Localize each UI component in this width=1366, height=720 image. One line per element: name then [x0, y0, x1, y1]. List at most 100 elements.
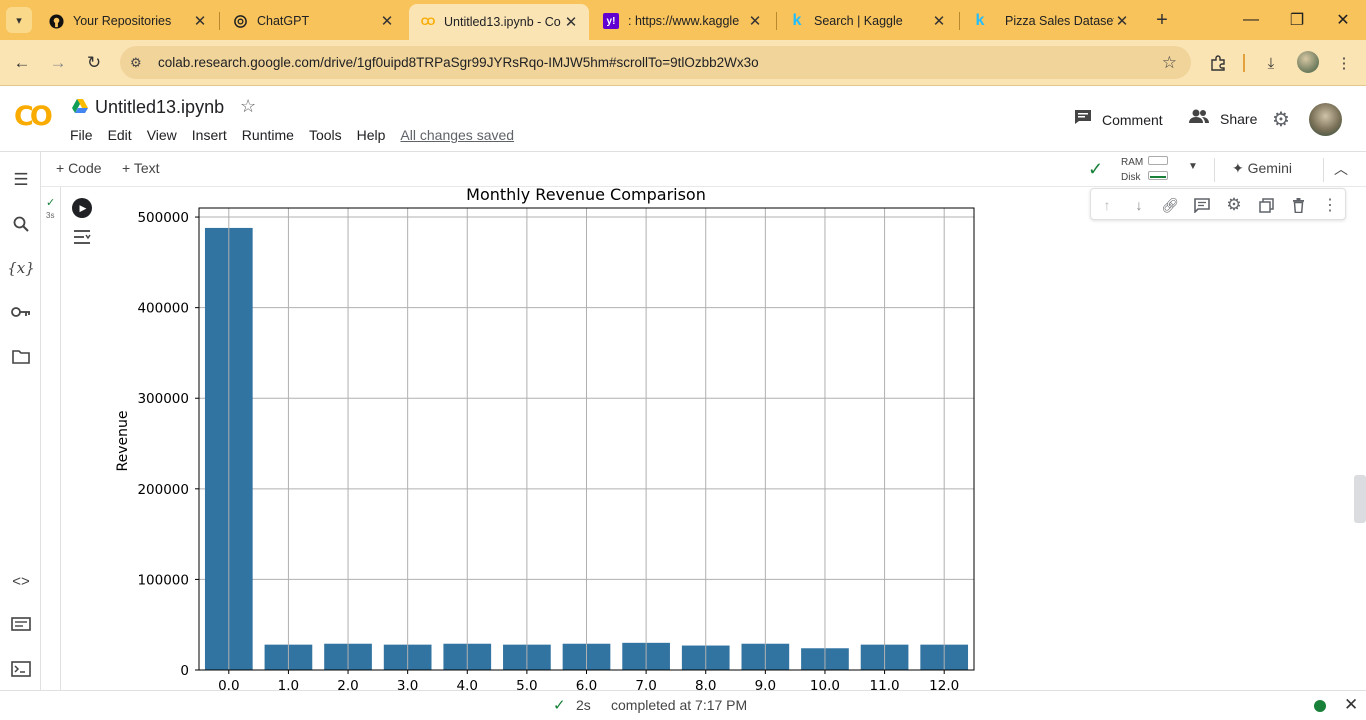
- search-icon[interactable]: [8, 211, 34, 237]
- y-tick-label: 100000: [137, 572, 189, 588]
- close-icon[interactable]: ✕: [564, 14, 578, 31]
- google-drive-icon[interactable]: [72, 99, 88, 113]
- close-icon[interactable]: ✕: [748, 13, 762, 30]
- colab-header: CO Untitled13.ipynb ☆ File Edit View Ins…: [0, 87, 1366, 152]
- code-snippets-icon[interactable]: <>: [12, 572, 30, 590]
- add-text-cell-button[interactable]: + Text: [122, 160, 160, 176]
- ram-usage-bar: [1148, 156, 1168, 165]
- tab-separator: [776, 12, 777, 30]
- status-check-icon: ✓: [553, 697, 566, 714]
- runtime-dropdown-icon[interactable]: ▼: [1188, 161, 1198, 172]
- variables-icon[interactable]: {x}: [7, 259, 35, 277]
- x-tick-label: 5.0: [516, 678, 537, 693]
- close-status-icon[interactable]: ✕: [1344, 695, 1359, 714]
- notebook-title[interactable]: Untitled13.ipynb: [95, 97, 225, 117]
- ram-label: RAM: [1121, 157, 1144, 168]
- secrets-key-icon[interactable]: [8, 299, 34, 325]
- downloads-icon[interactable]: ⤓: [1267, 54, 1275, 72]
- delete-cell-icon[interactable]: [1287, 194, 1309, 216]
- cell-gutter: [41, 187, 61, 690]
- files-folder-icon[interactable]: [8, 343, 34, 369]
- browser-tab-colab[interactable]: CO Untitled13.ipynb - Co ✕: [409, 4, 589, 40]
- user-avatar[interactable]: [1309, 103, 1342, 136]
- close-icon[interactable]: ✕: [193, 13, 207, 30]
- gemini-label: Gemini: [1247, 160, 1292, 176]
- comment-icon: [1074, 109, 1092, 130]
- close-icon[interactable]: ✕: [1115, 13, 1129, 30]
- save-status-link[interactable]: All changes saved: [400, 127, 515, 143]
- kaggle-icon: k: [792, 12, 802, 29]
- y-axis-label: Revenue: [115, 411, 131, 472]
- y-tick-label: 0: [180, 663, 189, 679]
- close-icon[interactable]: ✕: [932, 13, 946, 30]
- execution-time: 3s: [46, 211, 55, 220]
- menu-tools[interactable]: Tools: [308, 127, 342, 143]
- window-close-button[interactable]: ✕: [1336, 12, 1350, 29]
- menu-view[interactable]: View: [146, 127, 177, 143]
- mirror-cell-icon[interactable]: [1255, 194, 1277, 216]
- terminal-icon[interactable]: [8, 656, 34, 682]
- browser-tab-kaggle-search[interactable]: k Search | Kaggle ✕: [779, 6, 957, 36]
- minimize-button[interactable]: —: [1243, 11, 1259, 28]
- tab-search-button[interactable]: ▾: [6, 7, 32, 33]
- status-message[interactable]: completed at 7:17 PM: [611, 697, 748, 713]
- browser-menu-icon[interactable]: ⋮: [1336, 55, 1352, 72]
- menu-insert[interactable]: Insert: [191, 127, 227, 143]
- x-tick-label: 9.0: [755, 678, 776, 693]
- y-tick-label: 500000: [137, 210, 189, 226]
- move-cell-down-icon[interactable]: ↓: [1135, 197, 1143, 213]
- settings-gear-icon[interactable]: ⚙: [1272, 109, 1290, 131]
- restore-button[interactable]: ❐: [1289, 12, 1305, 29]
- run-cell-button[interactable]: ▶: [72, 198, 92, 218]
- gemini-button[interactable]: ✦ Gemini: [1232, 160, 1292, 177]
- page-scrollbar-thumb[interactable]: [1354, 475, 1366, 523]
- table-of-contents-icon[interactable]: ☰: [13, 170, 29, 189]
- browser-profile-avatar[interactable]: [1297, 51, 1319, 73]
- menu-file[interactable]: File: [70, 127, 93, 143]
- left-sidebar: ☰ {x} <>: [0, 152, 41, 692]
- runtime-status-indicator[interactable]: [1314, 700, 1326, 712]
- tab-separator: [219, 12, 220, 30]
- extensions-icon[interactable]: [1205, 50, 1231, 76]
- browser-tab-yahoo[interactable]: y! : https://www.kaggle ✕: [593, 6, 773, 36]
- share-button[interactable]: Share: [1188, 109, 1257, 128]
- bookmark-star-icon[interactable]: ☆: [1161, 53, 1177, 72]
- back-button[interactable]: ←: [13, 53, 31, 72]
- menu-edit[interactable]: Edit: [107, 127, 132, 143]
- tab-title: Search | Kaggle: [814, 14, 903, 28]
- more-options-icon[interactable]: ⋮: [1322, 197, 1338, 214]
- add-comment-icon[interactable]: [1191, 194, 1213, 216]
- x-tick-label: 11.0: [870, 678, 900, 693]
- command-palette-icon[interactable]: [8, 611, 34, 637]
- reload-button[interactable]: ↻: [86, 53, 102, 72]
- browser-tab-github[interactable]: Your Repositories ✕: [38, 6, 218, 36]
- menu-help[interactable]: Help: [356, 127, 386, 143]
- browser-tab-strip: ▾ Your Repositories ✕ ChatGPT ✕ CO Untit…: [0, 0, 1366, 40]
- toolbar-divider: [1243, 54, 1245, 72]
- move-cell-up-icon[interactable]: ↑: [1103, 197, 1111, 213]
- browser-tab-pizza-dataset[interactable]: k Pizza Sales Dataset ✕: [962, 6, 1140, 36]
- gemini-sparkle-icon: ✦: [1232, 160, 1244, 176]
- star-notebook-icon[interactable]: ☆: [240, 96, 257, 116]
- new-tab-button[interactable]: +: [1156, 8, 1168, 31]
- collapse-header-icon[interactable]: ︿: [1334, 161, 1348, 177]
- cell-settings-gear-icon[interactable]: ⚙: [1226, 195, 1242, 214]
- x-tick-label: 8.0: [695, 678, 716, 693]
- connected-check-icon: ✓: [1088, 159, 1104, 179]
- menu-runtime[interactable]: Runtime: [241, 127, 294, 143]
- output-actions-icon[interactable]: [72, 228, 92, 251]
- browser-tab-chatgpt[interactable]: ChatGPT ✕: [222, 6, 405, 36]
- resource-labels[interactable]: RAM Disk: [1121, 155, 1143, 185]
- colab-logo[interactable]: CO: [14, 101, 53, 132]
- add-code-cell-button[interactable]: + Code: [56, 160, 102, 176]
- y-tick-label: 400000: [137, 301, 189, 317]
- close-icon[interactable]: ✕: [380, 13, 394, 30]
- notebook-toolbar: + Code + Text ✓ RAM Disk ▼ ✦ Gemini ︿: [40, 152, 1366, 187]
- link-to-cell-icon[interactable]: 🔗︎: [1161, 196, 1179, 213]
- address-bar[interactable]: ⚙ colab.research.google.com/drive/1gf0ui…: [120, 46, 1191, 79]
- monthly-revenue-chart: Monthly Revenue Comparison Revenue 0 1000…: [115, 185, 975, 693]
- site-settings-icon[interactable]: ⚙: [130, 54, 142, 70]
- comment-button[interactable]: Comment: [1074, 109, 1163, 130]
- forward-button[interactable]: →: [49, 53, 67, 72]
- toolbar-divider: [1214, 158, 1215, 182]
